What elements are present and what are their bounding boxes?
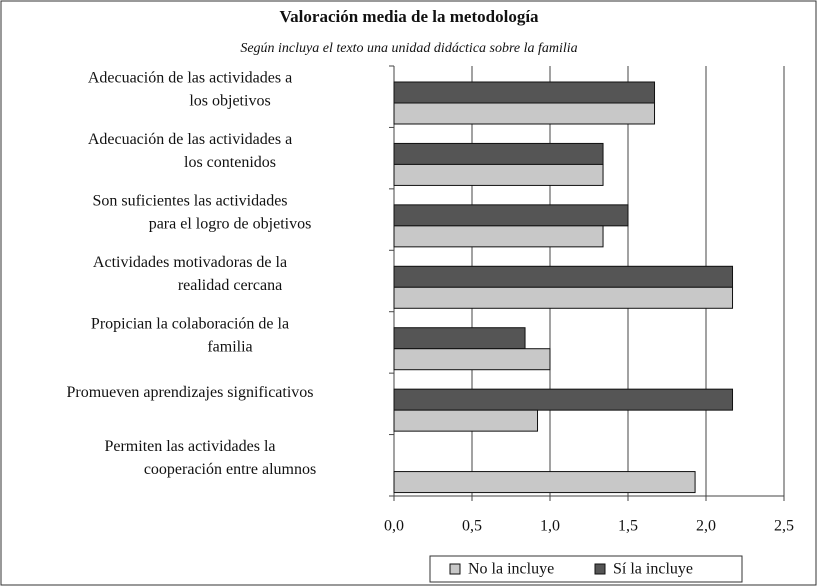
bar bbox=[393, 163, 604, 186]
legend-swatch bbox=[449, 563, 461, 575]
y-tick-label: cooperación entre alumnos bbox=[144, 461, 316, 478]
y-tick-label: Promueven aprendizajes significativos bbox=[66, 384, 313, 401]
x-tick-label: 0,0 bbox=[384, 518, 404, 535]
legend-label: No la incluye bbox=[468, 561, 554, 578]
y-tick-label: Permiten las actividades la bbox=[104, 438, 275, 455]
bar bbox=[393, 265, 734, 288]
y-tick-label: para el logro de objetivos bbox=[149, 216, 312, 233]
bar bbox=[393, 225, 604, 248]
legend-swatch bbox=[594, 563, 606, 575]
legend-box bbox=[429, 555, 743, 583]
y-tick-label: Son suficientes las actividades bbox=[92, 193, 287, 210]
y-tick-label: Adecuación de las actividades a bbox=[88, 70, 292, 87]
bar bbox=[393, 471, 696, 494]
y-tick-label: los contenidos bbox=[184, 154, 276, 171]
bar bbox=[393, 348, 551, 371]
bar bbox=[393, 204, 629, 227]
x-tick-label: 1,0 bbox=[540, 518, 560, 535]
bar bbox=[393, 102, 656, 125]
x-tick-label: 0,5 bbox=[462, 518, 482, 535]
legend-label: Sí la incluye bbox=[613, 561, 693, 578]
x-tick-label: 2,5 bbox=[774, 518, 794, 535]
x-tick-label: 2,0 bbox=[696, 518, 716, 535]
bar bbox=[393, 409, 539, 432]
bar bbox=[393, 327, 526, 350]
bar bbox=[393, 286, 734, 309]
chart-title: Valoración media de la metodología bbox=[279, 7, 539, 26]
bar bbox=[393, 388, 734, 411]
y-tick-label: realidad cercana bbox=[178, 277, 282, 294]
y-tick-label: familia bbox=[207, 338, 252, 355]
chart-subtitle: Según incluya el texto una unidad didáct… bbox=[240, 41, 577, 56]
y-tick-label: Propician la colaboración de la bbox=[91, 315, 289, 332]
bar bbox=[393, 81, 656, 104]
y-tick-label: Adecuación de las actividades a bbox=[88, 131, 292, 148]
x-tick-label: 1,5 bbox=[618, 518, 638, 535]
bar bbox=[393, 142, 604, 165]
y-tick-label: Actividades motivadoras de la bbox=[93, 254, 287, 271]
y-tick-label: los objetivos bbox=[189, 93, 270, 110]
